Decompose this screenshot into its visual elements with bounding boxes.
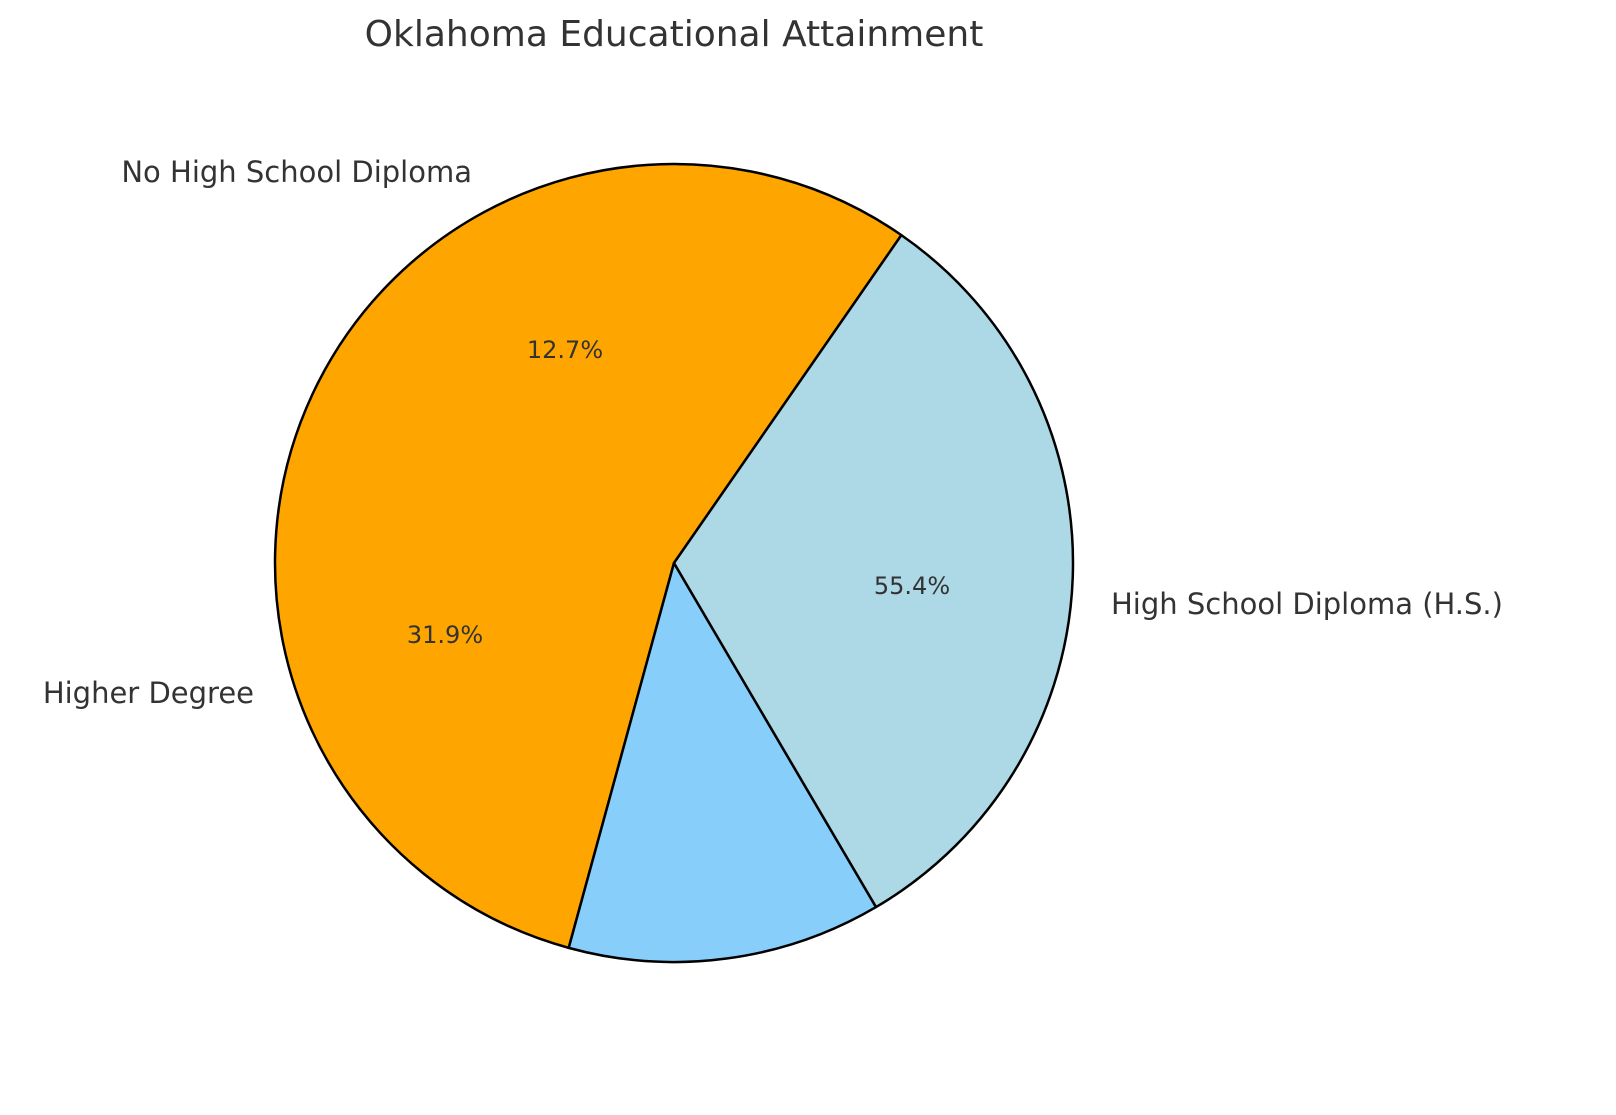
slice-label-higher: Higher Degree	[43, 676, 254, 710]
slice-label-hs: High School Diploma (H.S.)	[1111, 587, 1503, 621]
pie-slices	[273, 162, 1075, 964]
slice-hs	[273, 162, 903, 950]
pct-label-higher: 31.9%	[407, 621, 483, 649]
pie-labels: High School Diploma (H.S.) No High Schoo…	[43, 155, 1503, 710]
pct-label-hs: 55.4%	[874, 572, 950, 600]
pct-label-no-hs: 12.7%	[527, 336, 603, 364]
slice-label-no-hs: No High School Diploma	[121, 155, 472, 189]
chart-title: Oklahoma Educational Attainment	[364, 14, 984, 55]
slice-higher	[672, 233, 1075, 909]
slice-no-hs	[567, 561, 878, 964]
